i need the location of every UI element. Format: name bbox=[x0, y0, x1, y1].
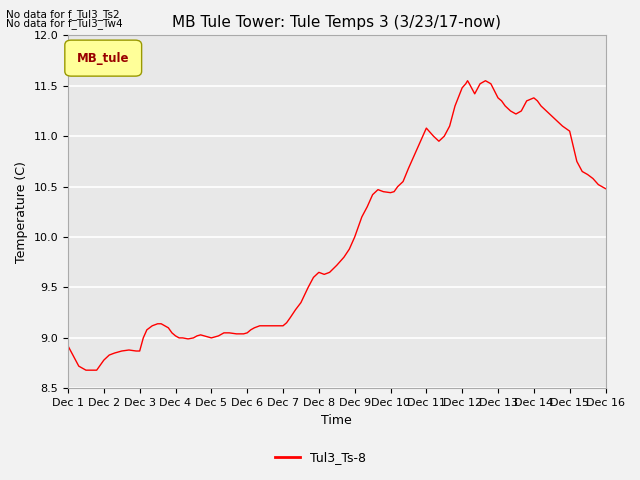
X-axis label: Time: Time bbox=[321, 414, 352, 427]
Text: No data for f_Tul3_Tw4: No data for f_Tul3_Tw4 bbox=[6, 18, 123, 29]
Text: MB_tule: MB_tule bbox=[77, 52, 129, 65]
Legend: Tul3_Ts-8: Tul3_Ts-8 bbox=[269, 446, 371, 469]
Y-axis label: Temperature (C): Temperature (C) bbox=[15, 161, 28, 263]
Title: MB Tule Tower: Tule Temps 3 (3/23/17-now): MB Tule Tower: Tule Temps 3 (3/23/17-now… bbox=[172, 15, 501, 30]
Text: No data for f_Tul3_Ts2: No data for f_Tul3_Ts2 bbox=[6, 9, 120, 20]
